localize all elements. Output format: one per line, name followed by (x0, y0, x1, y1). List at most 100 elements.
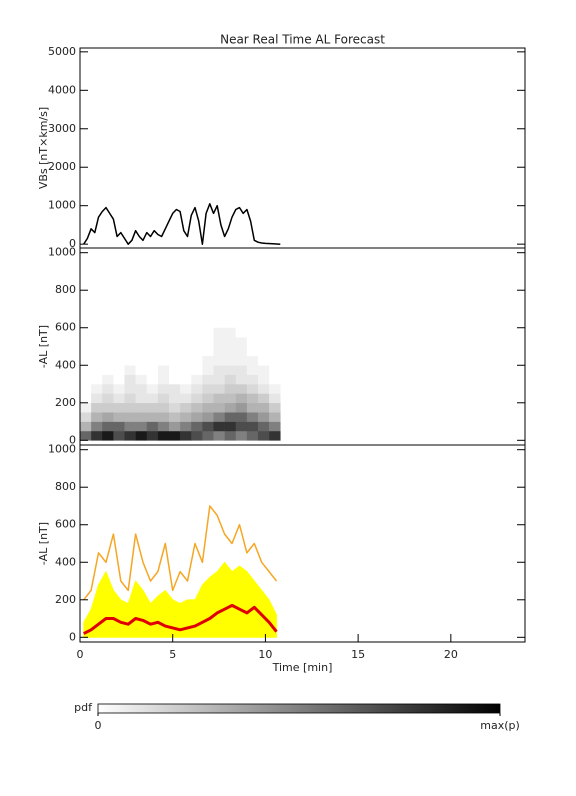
heat-cell (91, 393, 103, 404)
y-tick-label: 1000 (48, 443, 76, 456)
heat-cell (135, 365, 148, 375)
heat-cell (169, 327, 181, 338)
heat-cell (235, 355, 248, 366)
heat-cell (80, 412, 92, 422)
heat-cell (224, 346, 237, 357)
heat-cell (224, 430, 237, 441)
heat-cell (135, 384, 148, 394)
heat-cell (224, 421, 237, 432)
heat-cell (235, 412, 248, 422)
heat-cell (224, 365, 237, 375)
heat-cell (124, 384, 136, 394)
y-tick-label: 1000 (48, 246, 76, 259)
heat-cell (124, 393, 136, 404)
heat-cell (191, 384, 203, 394)
heat-cell (157, 337, 170, 347)
heat-cell (235, 430, 248, 441)
heat-cell (146, 337, 159, 347)
heat-cell (269, 412, 281, 422)
heat-cell (235, 346, 248, 357)
heat-cell (213, 402, 225, 413)
y-tick-label: 200 (55, 396, 76, 409)
heat-cell (80, 327, 92, 338)
heat-cell (169, 393, 181, 404)
heat-cell (213, 412, 225, 422)
heat-cell (180, 337, 192, 347)
heat-cell (202, 374, 214, 385)
heat-cell (124, 365, 136, 375)
heat-cell (124, 337, 136, 347)
heat-cell (80, 346, 92, 357)
heat-cell (146, 384, 159, 394)
heat-cell (180, 393, 192, 404)
heat-cell (224, 327, 237, 338)
heat-cell (135, 393, 148, 404)
heat-cell (258, 421, 270, 432)
heat-cell (80, 393, 92, 404)
heat-cell (258, 337, 270, 347)
y-tick-label: 0 (69, 433, 76, 446)
heat-cell (191, 421, 203, 432)
heat-cell (235, 393, 248, 404)
heat-cell (169, 365, 181, 375)
heat-cell (91, 402, 103, 413)
heat-cell (124, 374, 136, 385)
heat-cell (91, 384, 103, 394)
heat-cell (135, 421, 148, 432)
heat-cell (113, 412, 125, 422)
heat-cell (180, 346, 192, 357)
heat-cell (180, 365, 192, 375)
heat-cell (235, 421, 248, 432)
heat-cell (202, 337, 214, 347)
heat-cell (258, 402, 270, 413)
heat-cell (180, 412, 192, 422)
y-tick-label: 0 (69, 630, 76, 643)
heat-cell (246, 402, 259, 413)
heat-cell (102, 337, 114, 347)
heat-cell (91, 327, 103, 338)
heat-cell (269, 384, 281, 394)
y-tick-label: 800 (55, 480, 76, 493)
y-tick-label: 5000 (48, 45, 76, 58)
heat-cell (269, 355, 281, 366)
heat-cell (169, 412, 181, 422)
heat-cell (180, 402, 192, 413)
heat-cell (169, 374, 181, 385)
heat-cell (169, 421, 181, 432)
heat-cell (80, 337, 92, 347)
heat-cell (157, 430, 170, 441)
heat-cell (258, 412, 270, 422)
heat-cell (157, 355, 170, 366)
heat-cell (246, 327, 259, 338)
line (83, 603, 278, 635)
chart-title: Near Real Time AL Forecast (220, 33, 385, 47)
heat-cell (113, 384, 125, 394)
heat-cell (246, 393, 259, 404)
heat-cell (91, 365, 103, 375)
heat-cell (213, 393, 225, 404)
area (83, 561, 277, 638)
heat-cell (157, 346, 170, 357)
heat-cell (157, 412, 170, 422)
heat-cell (102, 393, 114, 404)
heat-cell (102, 346, 114, 357)
heat-cell (224, 374, 237, 385)
heat-cell (146, 412, 159, 422)
heat-cell (91, 430, 103, 441)
heat-cell (113, 402, 125, 413)
heat-cell (113, 365, 125, 375)
heat-cell (191, 402, 203, 413)
heat-cell (235, 337, 248, 347)
heat-cell (157, 384, 170, 394)
heat-cell (102, 374, 114, 385)
heat-cell (157, 421, 170, 432)
heat-cell (135, 346, 148, 357)
y-axis-label: VBs [nT×km/s] (37, 107, 50, 189)
heat-cell (269, 365, 281, 375)
heat-cell (124, 402, 136, 413)
heat-cell (246, 355, 259, 366)
heat-cell (91, 337, 103, 347)
heat-cell (258, 374, 270, 385)
